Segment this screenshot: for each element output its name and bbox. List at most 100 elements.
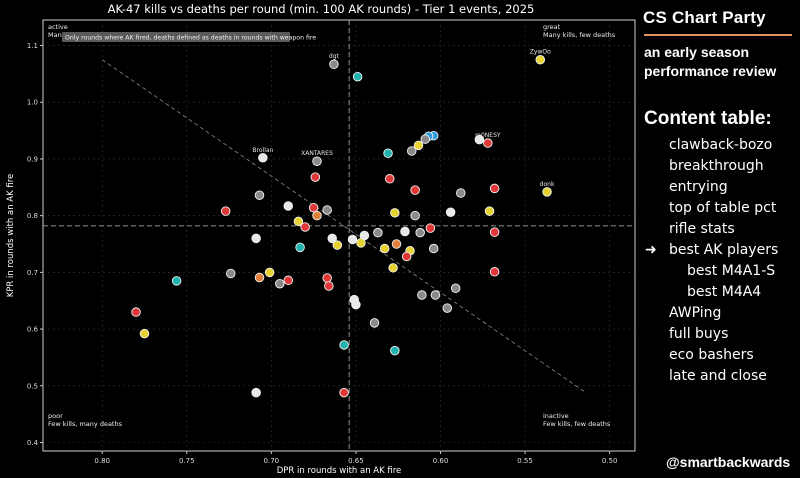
player-point [445, 207, 456, 217]
toc-item[interactable]: eco bashers [669, 345, 778, 366]
player-point [379, 243, 390, 254]
player-point [400, 226, 410, 237]
toc-item-label: top of table pct [669, 200, 777, 216]
player-point [535, 54, 546, 65]
player-label: ZywOo [530, 49, 551, 56]
x-tick-label: 0.70 [264, 457, 280, 465]
x-tick-label: 0.55 [517, 457, 533, 465]
current-arrow-icon: ➜ [645, 242, 657, 258]
player-label: XANTARES [301, 150, 333, 157]
player-point [171, 276, 182, 286]
player-point [312, 156, 322, 166]
toc-item[interactable]: best M4A4 [669, 282, 778, 303]
player-label: m0NESY [475, 132, 501, 139]
toc-item-label: full buys [669, 326, 729, 342]
toc-item[interactable]: entrying [669, 177, 778, 198]
player-point [220, 206, 231, 216]
toc-item[interactable]: clawback-bozo [669, 135, 778, 156]
y-tick-label: 0.6 [27, 326, 39, 334]
toc-item[interactable]: AWPing [669, 303, 778, 324]
player-point [373, 227, 383, 238]
player-point [310, 172, 321, 182]
player-point [413, 140, 424, 151]
player-point [329, 59, 339, 69]
series-title: CS Chart Party [643, 8, 766, 27]
toc-item-label: clawback-bozo [669, 137, 773, 153]
toc-item[interactable]: full buys [669, 324, 778, 345]
player-label: dgt [329, 53, 340, 60]
y-axis-label: KPR in rounds with an AK fire [6, 174, 16, 298]
player-point [308, 202, 319, 213]
toc-item-label: entrying [669, 179, 728, 195]
player-point [254, 272, 265, 283]
toc-item-label: eco bashers [669, 347, 754, 363]
x-tick-label: 0.60 [433, 457, 449, 465]
player-point [417, 290, 427, 300]
toc-item-label: best M4A4 [687, 284, 762, 300]
player-point [406, 146, 417, 156]
sidebar: CS Chart Party an early season performan… [643, 0, 800, 478]
corner-label-bl-title: poor [48, 412, 63, 420]
player-point [428, 243, 439, 254]
toc-item-label: late and close [669, 368, 767, 384]
player-point [388, 263, 398, 273]
player-point [383, 148, 393, 159]
player-point [251, 387, 261, 398]
player-point [339, 387, 349, 398]
toc-item[interactable]: best M4A1-S [669, 261, 778, 282]
toc-item[interactable]: late and close [669, 366, 778, 387]
ak-scatter-chart: AK-47 kills vs deaths per round (min. 10… [6, 2, 636, 476]
player-point [312, 210, 322, 221]
player-point [283, 275, 294, 286]
player-point [489, 183, 500, 194]
player-point [324, 281, 334, 291]
corner-label-tl-title: active [48, 23, 68, 31]
player-point [442, 303, 453, 313]
toc-item[interactable]: top of table pct [669, 198, 778, 219]
player-point [293, 216, 304, 227]
player-point [258, 153, 268, 163]
player-point [347, 234, 358, 245]
subtitle-line-1: an early season [644, 44, 750, 60]
x-tick-label: 0.50 [602, 457, 618, 465]
player-point [352, 71, 363, 82]
toc-item-label: best M4A1-S [687, 263, 776, 279]
toc-item-label: AWPing [669, 305, 722, 321]
chart-title: AK-47 kills vs deaths per round (min. 10… [108, 2, 535, 16]
player-point [410, 185, 420, 195]
player-point [430, 290, 441, 300]
player-point [351, 299, 361, 310]
toc-item-label: best AK players [669, 242, 779, 258]
player-point [225, 268, 236, 279]
x-axis-label: DPR in rounds with an AK fire [277, 466, 402, 476]
corner-label-tr-title: great [543, 23, 561, 31]
player-point [401, 251, 412, 262]
player-point [339, 340, 349, 350]
y-tick-label: 0.8 [27, 212, 38, 220]
toc-item[interactable]: ➜ best AK players [643, 240, 778, 261]
player-point [489, 267, 500, 277]
player-point [474, 134, 485, 145]
toc-item-label: rifle stats [669, 221, 735, 237]
title-divider [644, 34, 792, 36]
subtitle-line-2: performance review [644, 63, 777, 79]
y-tick-label: 0.4 [27, 439, 39, 447]
toc-item[interactable]: rifle stats [669, 219, 778, 240]
corner-label-br-text: Few kills, few deaths [543, 420, 611, 428]
y-tick-label: 1.0 [27, 99, 38, 107]
player-point [283, 201, 294, 211]
player-point [391, 239, 402, 249]
player-point [275, 278, 285, 289]
player-point [322, 205, 332, 215]
note-box [62, 32, 290, 42]
player-point [456, 188, 466, 198]
player-point [356, 238, 366, 248]
player-point [251, 233, 261, 244]
player-point [483, 138, 493, 148]
y-tick-label: 0.7 [27, 269, 38, 277]
toc-item[interactable]: breakthrough [669, 156, 778, 177]
x-tick-label: 0.65 [348, 457, 364, 465]
player-point [327, 233, 337, 244]
corner-label-br-title: inactive [543, 412, 569, 420]
note-text: Only rounds where AK fired, deaths defin… [65, 35, 316, 42]
